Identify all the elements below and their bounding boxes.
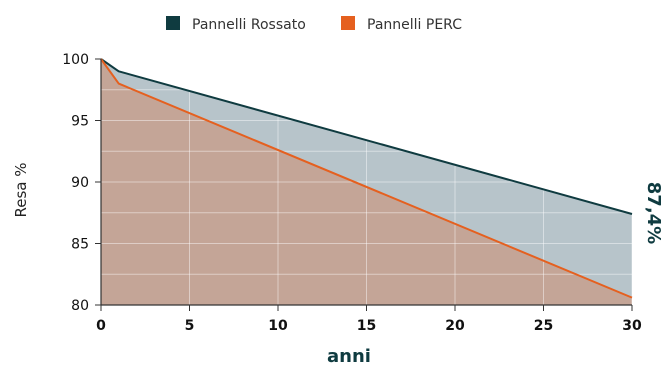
- x-tick-label: 5: [185, 318, 195, 334]
- legend-swatch-perc: [341, 16, 355, 30]
- x-tick-label: 25: [534, 318, 553, 334]
- x-tick-label: 20: [445, 318, 465, 334]
- x-tick-label: 10: [268, 318, 288, 334]
- x-tick-label: 0: [96, 318, 106, 334]
- y-axis-label: Resa %: [12, 162, 30, 217]
- x-axis-label: anni: [327, 346, 371, 365]
- y-tick-label: 80: [71, 298, 89, 314]
- legend-label-perc: Pannelli PERC: [367, 17, 462, 33]
- series-line-perc: [100, 58, 633, 299]
- legend: Pannelli Rossato Pannelli PERC: [166, 16, 462, 33]
- series-line-rossato: [100, 58, 633, 215]
- y-tick-label: 90: [71, 175, 89, 191]
- legend-label-rossato: Pannelli Rossato: [192, 17, 306, 33]
- y-tick-label: 95: [71, 114, 89, 130]
- x-tick-label: 15: [357, 318, 376, 334]
- y-tick-label: 100: [62, 52, 89, 68]
- area-perc: [101, 59, 632, 305]
- end-value-annotation: 87,4%: [643, 182, 664, 244]
- y-tick-label: 85: [71, 237, 89, 253]
- x-tick-label: 30: [622, 318, 642, 334]
- legend-swatch-rossato: [166, 16, 180, 30]
- plot-area: 80 85 90 95 100 0 5 10 15 20 25 30: [62, 52, 642, 334]
